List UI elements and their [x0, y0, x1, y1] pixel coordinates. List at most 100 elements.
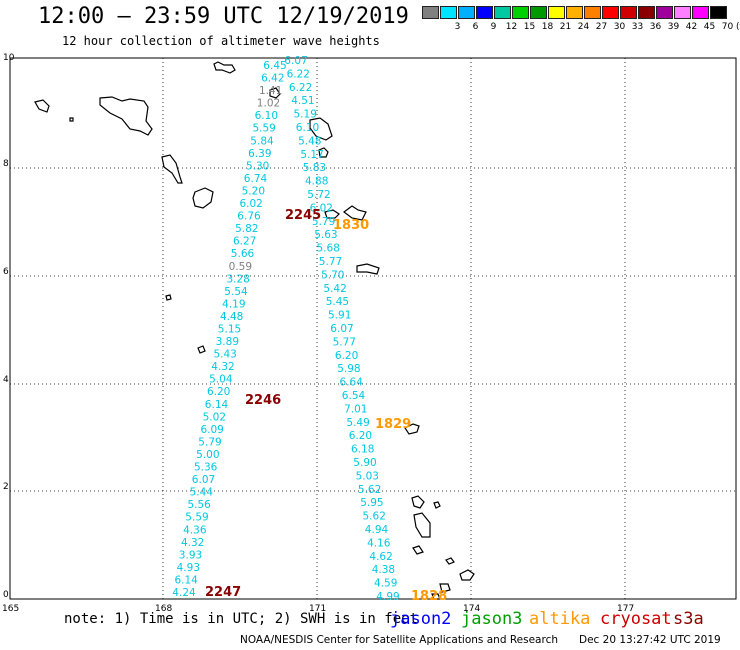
wave-height-value: 6.14	[174, 574, 198, 586]
wave-height-value: 4.19	[222, 298, 245, 310]
legend-label: 9	[490, 22, 497, 32]
island-shape	[433, 501, 441, 509]
pass-time-labels: 2245 2246 2247 1830 1829 1828	[205, 208, 447, 604]
island-shape	[356, 263, 380, 275]
wave-height-value: 5.43	[213, 349, 236, 361]
wave-height-value: 3.28	[226, 273, 249, 285]
wave-height-value: 4.62	[369, 551, 392, 563]
island-shape	[404, 423, 420, 435]
legend-label: 33	[631, 22, 644, 32]
legend-swatch	[512, 6, 529, 19]
legend-label: 12	[505, 22, 518, 32]
pass-time-label: 1829	[375, 417, 411, 432]
x-tick-label: 171	[309, 604, 326, 614]
wave-height-value: 4.93	[177, 562, 200, 574]
wave-height-value: 5.54	[224, 286, 248, 298]
wave-height-value: 5.84	[250, 135, 274, 147]
y-tick-label: 2	[3, 482, 9, 492]
island-shape	[69, 117, 74, 122]
legend-swatch	[602, 6, 619, 19]
wave-height-value: 6.54	[342, 390, 366, 402]
x-tick-label: 174	[463, 604, 480, 614]
wave-height-value: 5.62	[363, 511, 386, 523]
island-shape	[459, 569, 475, 581]
wave-height-value: 6.74	[244, 173, 268, 185]
wave-height-value: 6.20	[335, 350, 358, 362]
island-shape	[324, 209, 340, 219]
wave-height-value: 5.91	[328, 310, 351, 322]
wave-height-value: 6.22	[289, 82, 312, 94]
wave-height-value: 6.20	[349, 430, 372, 442]
wave-height-value: 6.02	[310, 202, 333, 214]
wave-height-value: 5.79	[198, 436, 221, 448]
pass-time-label: 2245	[285, 208, 321, 223]
island-shape	[445, 557, 455, 565]
wave-height-value: 4.94	[365, 524, 389, 536]
island-shape	[343, 205, 367, 221]
wave-height-value: 5.30	[246, 160, 269, 172]
pass-time-label: 1828	[411, 589, 447, 604]
wave-height-value: 5.00	[196, 449, 219, 461]
wave-height-value: 4.38	[372, 564, 395, 576]
wave-height-value: 6.02	[239, 198, 262, 210]
wave-height-value: 4.48	[220, 311, 243, 323]
wave-height-value: 4.32	[211, 361, 234, 373]
wave-height-value: 6.07	[330, 323, 353, 335]
wave-height-value: 6.07	[192, 474, 215, 486]
island-shape	[412, 545, 424, 555]
wave-height-value: 6.64	[340, 377, 364, 389]
legend-swatch	[656, 6, 673, 19]
wave-height-value: 5.42	[323, 283, 346, 295]
wave-height-value: 6.10	[255, 110, 278, 122]
wave-height-value: 6.20	[207, 386, 230, 398]
wave-height-value: 5.68	[317, 243, 340, 255]
wave-height-value: 1.41	[259, 85, 282, 97]
legend-label: 24	[577, 22, 590, 32]
wave-height-value: 5.77	[319, 256, 342, 268]
island-shape	[213, 61, 236, 74]
generation-timestamp: Dec 20 13:27:42 UTC 2019	[579, 634, 721, 646]
wave-height-value: 6.18	[351, 444, 374, 456]
legend-label: 15	[523, 22, 536, 32]
legend-swatch	[674, 6, 691, 19]
x-tick-label: 177	[617, 604, 634, 614]
legend-label: 18	[541, 22, 554, 32]
wave-height-value: 4.32	[181, 537, 204, 549]
legend-label: 21	[559, 22, 572, 32]
wave-height-value: 6.76	[237, 211, 261, 223]
legend-swatch	[494, 6, 511, 19]
legend-label: 45	[703, 22, 716, 32]
satellite-label-cryosat: cryosat	[600, 609, 672, 629]
y-tick-label: 10	[3, 53, 15, 63]
satellite-label-jason2: jason2	[390, 609, 452, 629]
map-grid: 165 168 171 174 177 10 8 6 4 2 0	[2, 53, 736, 614]
legend-label: 36	[649, 22, 662, 32]
wave-height-value: 5.03	[356, 470, 379, 482]
legend-label: 42	[685, 22, 698, 32]
y-tick-label: 8	[3, 159, 9, 169]
wave-height-value: 6.07	[284, 55, 307, 67]
legend-label: 3	[454, 22, 461, 32]
wave-height-value: 5.77	[333, 336, 356, 348]
wave-height-value: 5.59	[185, 512, 208, 524]
wave-height-value: 5.90	[353, 457, 376, 469]
island-shape	[165, 294, 172, 301]
credit-line: NOAA/NESDIS Center for Satellite Applica…	[240, 634, 558, 646]
map-frame	[9, 57, 737, 600]
island-shape	[269, 87, 281, 99]
wave-height-value: 4.36	[183, 524, 207, 536]
wave-height-value: 6.39	[248, 148, 271, 160]
island-shape	[34, 99, 50, 113]
wave-height-value: 5.04	[209, 374, 233, 386]
wave-height-value: 5.56	[187, 499, 211, 511]
wave-height-value: 5.59	[252, 123, 275, 135]
wave-height-value: 6.45	[263, 60, 286, 72]
wave-height-value: 5.83	[303, 162, 326, 174]
wave-height-value: 6.27	[233, 236, 256, 248]
wave-height-value: 4.59	[374, 578, 397, 590]
wave-height-value: 4.51	[291, 95, 314, 107]
satellite-label-s3a: s3a	[673, 609, 704, 629]
wave-height-value: 6.14	[205, 399, 229, 411]
legend-swatch	[476, 6, 493, 19]
